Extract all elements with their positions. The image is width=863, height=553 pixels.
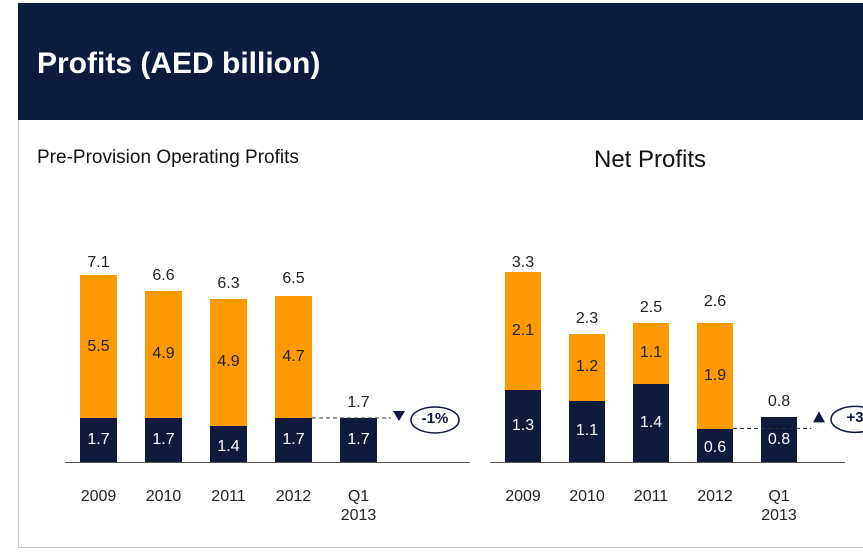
x-tick-label: 2012 (697, 488, 733, 505)
x-tick-label: 2009 (80, 488, 117, 505)
segment-label: 1.7 (282, 430, 305, 448)
x-tick-label: 2011 (633, 488, 669, 505)
segment-label: 0.6 (703, 439, 727, 457)
bar-segment (275, 296, 312, 418)
header: Profits (AED billion) (18, 3, 863, 120)
bar-segment (569, 400, 605, 462)
bar-segment (145, 290, 182, 418)
trend-arrow (813, 411, 825, 423)
total-label: 6.6 (152, 266, 175, 284)
segment-label: 1.4 (639, 413, 663, 431)
total-label: 3.3 (511, 254, 535, 271)
total-label: 1.7 (347, 393, 370, 411)
total-label: 7.1 (87, 254, 110, 271)
segment-label: 1.4 (217, 437, 240, 455)
x-tick-label: 2012 (275, 488, 312, 505)
x-tick-label: Q1 2013 (340, 488, 377, 524)
segment-label: 4.7 (282, 348, 305, 366)
trend-arrow (393, 410, 405, 421)
total-label: 6.3 (217, 274, 240, 292)
bar-segment (633, 383, 669, 462)
bar-segment (697, 428, 733, 462)
total-label: 2.3 (575, 309, 599, 327)
bar-segment (275, 417, 312, 462)
annotation-text: -1% (421, 409, 449, 427)
x-axis (490, 462, 845, 463)
total-label: 0.8 (767, 393, 791, 411)
bar-segment (340, 417, 377, 462)
segment-label: 1.7 (87, 430, 110, 448)
annotation-oval (410, 406, 460, 434)
annotation-oval (830, 405, 863, 434)
segment-label: 1.7 (152, 430, 175, 448)
segment-label: 1.1 (639, 344, 663, 362)
x-tick-label: 2010 (145, 488, 182, 505)
bar-segment (80, 417, 117, 462)
x-tick-label: 2010 (569, 488, 605, 505)
total-label: 6.5 (282, 269, 305, 287)
segment-label: 2.1 (511, 321, 535, 339)
total-label: 2.6 (703, 293, 727, 311)
annotation-text: +3 (846, 409, 863, 427)
bar-segment (697, 322, 733, 429)
segment-label: 1.7 (347, 430, 370, 448)
bar-segment (145, 417, 182, 462)
x-tick-label: 2011 (211, 488, 246, 505)
bar-segment (210, 298, 247, 426)
content-frame (18, 120, 863, 548)
x-tick-label: 2009 (505, 488, 541, 505)
chart-title: Pre-Provision Operating Profits (37, 147, 299, 168)
segment-label: 0.8 (767, 430, 791, 448)
x-axis (65, 462, 470, 463)
segment-label: 4.9 (152, 345, 175, 363)
segment-label: 4.9 (217, 353, 240, 371)
total-label: 2.5 (639, 298, 663, 316)
bar-segment (633, 322, 669, 384)
bar-segment (761, 417, 797, 462)
chart-title: Net Profits (594, 146, 707, 173)
segment-label: 1.2 (575, 358, 599, 376)
segment-label: 1.9 (703, 366, 727, 384)
segment-label: 1.1 (575, 422, 599, 440)
x-tick-label: Q1 2013 (761, 488, 797, 524)
bar-segment (80, 275, 117, 418)
segment-label: 5.5 (87, 337, 110, 355)
slide-title: Profits (AED billion) (37, 47, 321, 80)
bar-segment (210, 425, 247, 462)
bar-segment (569, 333, 605, 401)
bar-segment (505, 272, 541, 390)
segment-label: 1.3 (511, 416, 535, 434)
bar-segment (505, 389, 541, 462)
